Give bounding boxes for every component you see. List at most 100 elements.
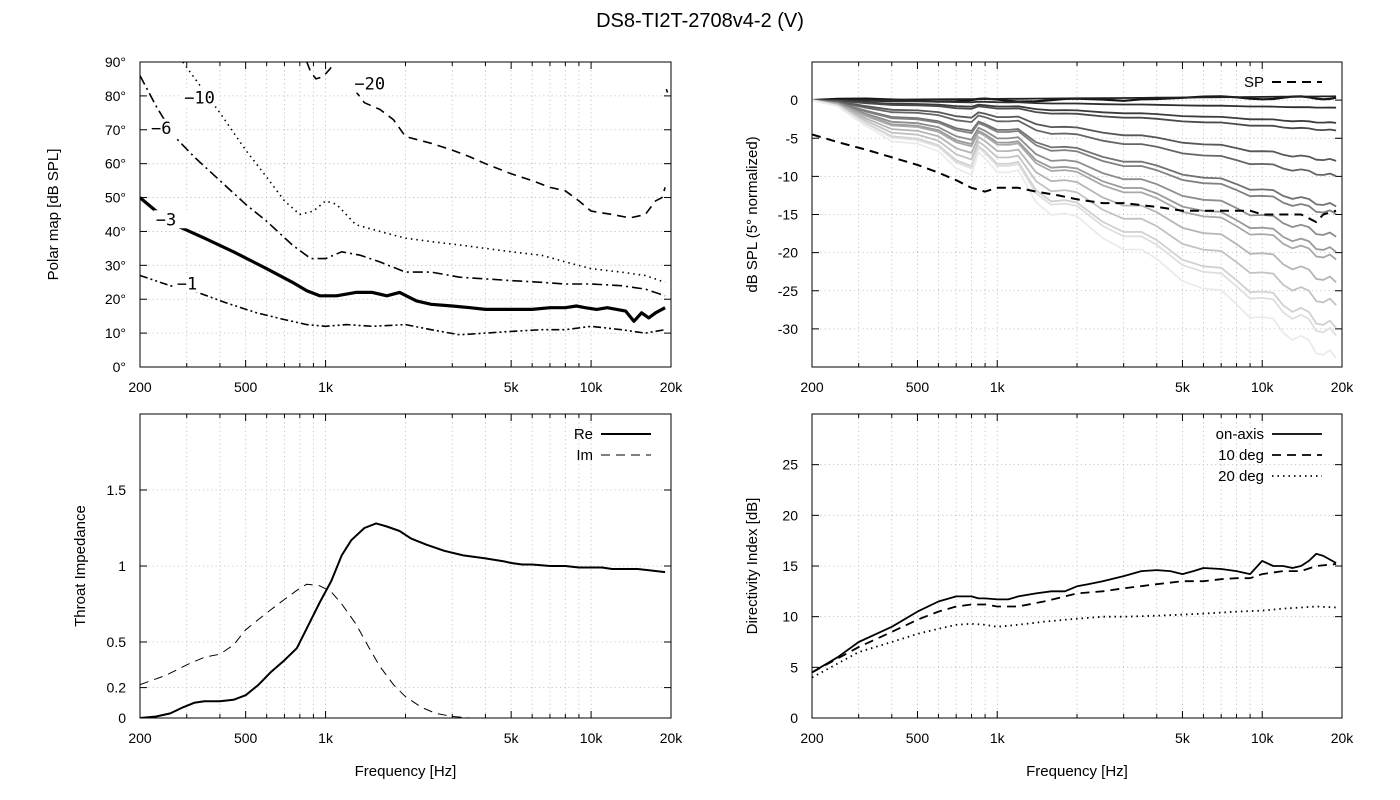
x-tick-label: 200 — [128, 730, 152, 746]
legend-label: Im — [576, 447, 593, 464]
y-tick-label: 30° — [105, 257, 126, 273]
plot-area — [140, 62, 669, 336]
y-tick-label: 0° — [113, 359, 126, 375]
x-tick-label: 10k — [1251, 379, 1275, 395]
x-tick-label: 10k — [580, 379, 604, 395]
series-line-im — [140, 583, 497, 718]
figure-title: DS8-TI2T-2708v4-2 (V) — [596, 10, 804, 32]
plot-frame — [811, 61, 1343, 368]
series-line-10-deg — [812, 563, 1337, 674]
x-tick-label: 5k — [504, 730, 520, 746]
y-tick-label: 0 — [118, 710, 126, 726]
fan-curve — [812, 99, 1337, 215]
plot-frame — [139, 61, 672, 368]
plot-frame — [139, 413, 672, 719]
y-tick-label: 0.5 — [107, 634, 127, 650]
chart-impedance: 200 500 1k 5k 10k 20k 0 0.2 0.5 1 1.5 Throat Impeda… — [72, 413, 684, 780]
legend-label: on-axis — [1216, 426, 1264, 443]
y-tick-label: 50° — [105, 190, 126, 206]
y-tick-label: 80° — [105, 88, 126, 104]
x-tick-label: 20k — [660, 730, 684, 746]
fan-curve — [812, 99, 1337, 177]
series-line-20-deg — [812, 605, 1337, 679]
x-tick-label: 500 — [906, 730, 930, 746]
fan-curve — [812, 99, 1337, 238]
fan-curve — [812, 99, 1337, 306]
x-tick-label: 1k — [318, 379, 334, 395]
y-axis-label: Throat Impedance — [72, 505, 89, 627]
x-tick-label: 20k — [1331, 730, 1355, 746]
contour-label: −1 — [177, 275, 197, 295]
contour-label-bg — [153, 210, 188, 229]
y-tick-label: 5 — [790, 659, 798, 675]
x-tick-label: 5k — [1175, 730, 1191, 746]
x-tick-label: 1k — [990, 379, 1006, 395]
x-tick-label: 500 — [234, 379, 258, 395]
y-tick-label: 20 — [782, 507, 798, 523]
plots: 200 500 1k 5k 10k 20k0°10°20°30°40°50°60°70°8… — [45, 54, 1354, 780]
y-axis-label: Directivity Index [dB] — [744, 498, 761, 635]
y-tick-label: 0.2 — [107, 680, 127, 696]
fan-curve — [812, 99, 1337, 359]
x-tick-label: 20k — [660, 379, 684, 395]
y-tick-label: -25 — [778, 283, 798, 299]
plot-area — [140, 522, 666, 718]
series-line-sp — [812, 133, 1337, 224]
chart-polar: 200 500 1k 5k 10k 20k 0° 10° 20° 30° 40° 50° 60° 70° 8… — [45, 54, 683, 395]
series-line-re — [140, 522, 666, 718]
y-tick-label: 25 — [782, 457, 798, 473]
y-tick-label: 0 — [790, 710, 798, 726]
x-tick-label: 1k — [318, 730, 334, 746]
contour-label: −6 — [151, 119, 171, 139]
x-tick-label: 500 — [906, 379, 930, 395]
plot-area — [812, 95, 1337, 359]
plot-area — [812, 552, 1337, 679]
x-tick-label: 200 — [800, 379, 824, 395]
y-tick-label: 70° — [105, 122, 126, 138]
y-tick-label: 90° — [105, 54, 126, 70]
x-tick-label: 10k — [580, 730, 604, 746]
x-axis-label: Frequency [Hz] — [355, 763, 457, 780]
fan-curve — [812, 99, 1337, 208]
y-tick-label: 60° — [105, 156, 126, 172]
legend-label: 10 deg — [1218, 447, 1264, 464]
legend-label: 20 deg — [1218, 468, 1264, 485]
series-line--6 — [140, 75, 666, 297]
y-tick-label: 10° — [105, 325, 126, 341]
chart-directivity: 200 500 1k 5k 10k 20k 0 5 10 15 20 25 Directivity In… — [744, 413, 1355, 780]
contour-label: −10 — [184, 88, 215, 108]
y-tick-label: 40° — [105, 223, 126, 239]
x-tick-label: 200 — [800, 730, 824, 746]
series-line-on-axis — [812, 552, 1337, 674]
series-line--1 — [140, 274, 666, 336]
fan-curve — [812, 99, 1337, 109]
series-line--20 — [306, 62, 347, 80]
y-tick-label: -15 — [778, 207, 798, 223]
fan-curve — [812, 99, 1337, 336]
x-tick-label: 10k — [1251, 730, 1275, 746]
series-line--20 — [665, 88, 669, 93]
fan-curve — [812, 99, 1337, 283]
plot-frame — [811, 413, 1343, 719]
contour-label-bg — [182, 88, 217, 107]
y-tick-label: 15 — [782, 558, 798, 574]
fan-curve — [812, 99, 1337, 261]
y-tick-label: 20° — [105, 291, 126, 307]
y-tick-label: 0 — [790, 92, 798, 108]
y-tick-label: -20 — [778, 245, 798, 261]
y-tick-label: 1.5 — [107, 482, 127, 498]
x-tick-label: 200 — [128, 379, 152, 395]
fan-curve — [812, 99, 1337, 124]
x-tick-label: 5k — [1175, 379, 1191, 395]
y-tick-label: -10 — [778, 168, 798, 184]
series-line--3 — [140, 196, 666, 323]
x-tick-label: 5k — [504, 379, 520, 395]
series-line--20 — [353, 88, 666, 219]
contour-label-bg — [149, 118, 184, 137]
x-tick-label: 1k — [990, 730, 1006, 746]
fan-curve — [812, 99, 1337, 329]
x-axis-label: Frequency [Hz] — [1026, 763, 1128, 780]
fan-curve — [812, 95, 1337, 101]
contour-label: −3 — [156, 210, 176, 230]
